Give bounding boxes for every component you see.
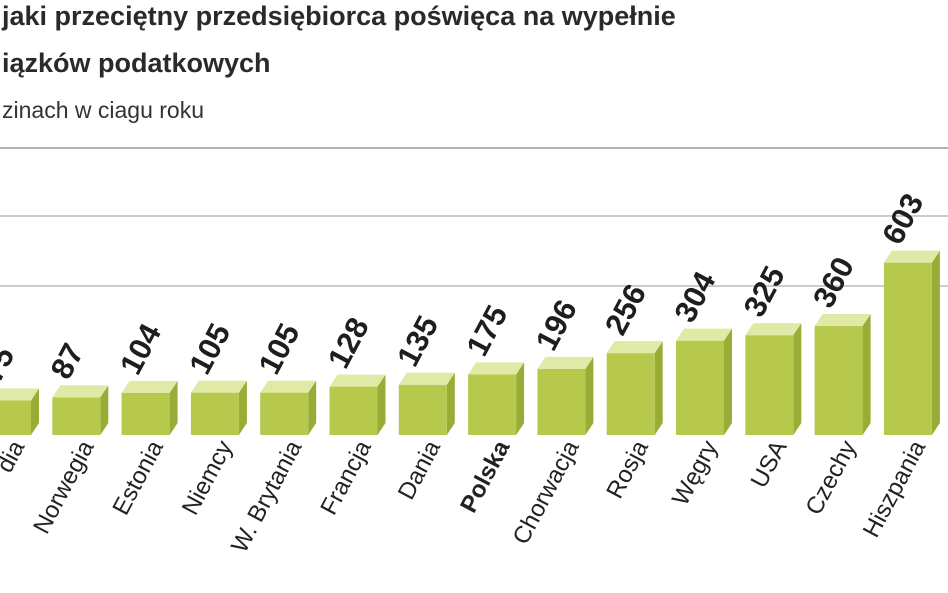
bar-top bbox=[814, 314, 871, 327]
bar-side bbox=[169, 380, 178, 435]
bar-top bbox=[121, 380, 178, 393]
x-tick-label: Hiszpania bbox=[858, 436, 932, 542]
value-label: 196 bbox=[529, 294, 584, 356]
bar-top bbox=[676, 328, 732, 341]
x-tick-label: W. Brytania bbox=[226, 436, 308, 558]
chart-title: iązków podatkowych bbox=[2, 48, 271, 78]
bar bbox=[883, 262, 932, 435]
bar-side bbox=[585, 356, 594, 435]
bar-side bbox=[238, 380, 247, 435]
value-label: 304 bbox=[667, 265, 723, 328]
x-tick-label: USA bbox=[746, 436, 793, 492]
value-label: 87 bbox=[44, 338, 91, 385]
bar bbox=[398, 384, 447, 435]
x-tick-label: dia bbox=[0, 436, 31, 478]
x-tick-label: Węgry bbox=[667, 436, 723, 510]
bar-top bbox=[0, 388, 39, 401]
bar-top bbox=[260, 380, 317, 393]
bar-top bbox=[883, 250, 940, 263]
x-tick-label: Niemcy bbox=[177, 436, 238, 519]
value-label: 360 bbox=[806, 251, 861, 313]
bar-top bbox=[537, 356, 594, 369]
value-label: 105 bbox=[182, 318, 237, 380]
value-label: 603 bbox=[875, 188, 930, 250]
value-label: 175 bbox=[459, 300, 514, 362]
bar-side bbox=[931, 250, 940, 435]
bar bbox=[0, 400, 31, 435]
bar-top bbox=[329, 374, 386, 387]
bar-top bbox=[52, 385, 109, 398]
x-tick-label: Polska bbox=[455, 436, 515, 518]
x-tick-label: Czechy bbox=[800, 436, 861, 519]
bar-side bbox=[308, 380, 317, 435]
bar-top bbox=[745, 323, 802, 336]
bar-side bbox=[793, 323, 802, 435]
bar-top bbox=[190, 380, 247, 393]
bar bbox=[52, 397, 101, 435]
bar bbox=[260, 392, 309, 435]
bar bbox=[121, 392, 170, 435]
bar-side bbox=[862, 314, 871, 435]
bar bbox=[329, 386, 378, 435]
bar bbox=[190, 392, 239, 435]
bar bbox=[814, 326, 863, 435]
x-tick-label: Norwegia bbox=[28, 436, 100, 539]
chart-subtitle: zinach w ciagu roku bbox=[2, 97, 204, 123]
bar bbox=[606, 353, 655, 435]
value-label: 325 bbox=[737, 260, 792, 322]
value-label: 135 bbox=[390, 310, 445, 372]
bar bbox=[468, 374, 517, 435]
x-tick-label: Rosja bbox=[601, 436, 654, 503]
bar-top bbox=[606, 341, 663, 354]
bar-side bbox=[100, 385, 109, 435]
chart-title: jaki przeciętny przedsiębiorca poświęca … bbox=[1, 1, 676, 31]
bar bbox=[676, 340, 724, 435]
bar bbox=[745, 335, 794, 435]
bar-side bbox=[724, 328, 732, 435]
value-label: 105 bbox=[251, 318, 306, 380]
x-tick-label: Francja bbox=[315, 436, 377, 520]
bar-side bbox=[31, 388, 39, 435]
bar bbox=[537, 368, 586, 435]
bar-top bbox=[398, 372, 455, 385]
x-tick-label: Chorwacja bbox=[508, 436, 585, 549]
value-label: 256 bbox=[598, 278, 653, 340]
bar-side bbox=[446, 372, 455, 435]
x-tick-label: Dania bbox=[393, 436, 447, 505]
bar-side bbox=[654, 341, 663, 435]
value-label: 128 bbox=[321, 312, 376, 374]
bar-side bbox=[516, 362, 525, 435]
value-label: 104 bbox=[113, 317, 169, 380]
bar-top bbox=[468, 362, 525, 375]
bar-side bbox=[377, 374, 386, 435]
value-label: 75 bbox=[0, 341, 21, 388]
x-tick-label: Estonia bbox=[107, 436, 169, 520]
